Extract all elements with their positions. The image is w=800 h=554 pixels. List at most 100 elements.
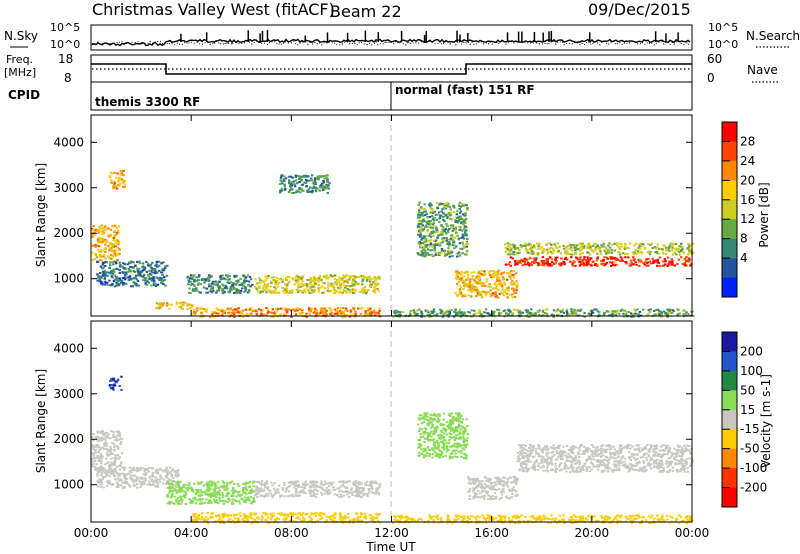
echo-cell bbox=[506, 248, 509, 250]
echo-cell bbox=[232, 502, 235, 505]
echo-cell bbox=[457, 445, 460, 448]
echo-cell bbox=[250, 501, 253, 504]
echo-cell bbox=[152, 270, 155, 273]
echo-cell bbox=[111, 255, 115, 258]
echo-cell bbox=[109, 243, 113, 246]
echo-cell bbox=[548, 242, 551, 245]
echo-cell bbox=[259, 488, 262, 491]
echo-cell bbox=[321, 281, 324, 284]
echo-cell bbox=[115, 471, 119, 474]
echo-cell bbox=[671, 243, 674, 246]
echo-cell bbox=[267, 288, 270, 291]
echo-cell bbox=[445, 237, 448, 240]
echo-cell bbox=[112, 237, 115, 239]
echo-cell bbox=[281, 280, 284, 283]
echo-cell bbox=[161, 274, 164, 277]
echo-cell bbox=[273, 291, 277, 294]
echo-cell bbox=[593, 242, 596, 245]
echo-cell bbox=[569, 260, 572, 263]
echo-cell bbox=[260, 518, 264, 521]
echo-cell bbox=[351, 289, 354, 292]
echo-cell bbox=[308, 291, 311, 294]
echo-cell bbox=[205, 493, 208, 496]
echo-cell bbox=[114, 458, 118, 461]
echo-cell bbox=[368, 489, 371, 492]
echo-cell bbox=[249, 490, 253, 493]
echo-cell bbox=[660, 313, 663, 316]
echo-cell bbox=[582, 263, 586, 265]
echo-cell bbox=[260, 480, 264, 483]
echo-cell bbox=[468, 311, 471, 314]
echo-cell bbox=[213, 483, 217, 486]
echo-cell bbox=[473, 278, 476, 281]
echo-cell bbox=[354, 488, 358, 491]
echo-cell bbox=[265, 276, 268, 279]
echo-cell bbox=[302, 519, 305, 522]
echo-cell bbox=[170, 473, 174, 476]
echo-cell bbox=[118, 247, 121, 250]
echo-cell bbox=[302, 512, 305, 515]
echo-cell bbox=[210, 492, 213, 495]
echo-cell bbox=[666, 308, 669, 311]
echo-cell bbox=[445, 214, 448, 216]
echo-cell bbox=[198, 274, 201, 277]
echo-cell bbox=[444, 204, 447, 207]
echo-cell bbox=[291, 277, 294, 280]
echo-cell bbox=[292, 308, 295, 311]
echo-cell bbox=[315, 313, 318, 316]
echo-cell bbox=[450, 251, 453, 254]
echo-cell bbox=[338, 276, 341, 279]
echo-cell bbox=[347, 491, 350, 494]
echo-cell bbox=[591, 311, 595, 314]
echo-cell bbox=[114, 242, 117, 245]
echo-cell bbox=[691, 310, 695, 313]
echo-cell bbox=[226, 491, 230, 494]
echo-cell bbox=[479, 272, 482, 275]
echo-cell bbox=[673, 247, 676, 250]
echo-cell bbox=[460, 273, 463, 276]
echo-cell bbox=[297, 280, 300, 283]
echo-cell bbox=[645, 261, 648, 264]
echo-cell bbox=[314, 514, 317, 517]
echo-cell bbox=[401, 311, 405, 313]
echo-cell bbox=[279, 191, 282, 194]
echo-cell bbox=[364, 515, 367, 518]
echo-cell bbox=[172, 477, 175, 479]
echo-cell bbox=[233, 292, 236, 295]
echo-cell bbox=[558, 262, 561, 265]
echo-cell bbox=[301, 489, 305, 492]
echo-cell bbox=[99, 280, 102, 283]
echo-cell bbox=[331, 275, 334, 278]
echo-cell bbox=[201, 498, 204, 500]
echo-cell bbox=[246, 517, 249, 520]
echo-cell bbox=[103, 471, 107, 474]
echo-cell bbox=[109, 234, 113, 236]
echo-cell bbox=[204, 278, 207, 281]
echo-cell bbox=[688, 251, 691, 254]
echo-cell bbox=[337, 281, 341, 284]
echo-cell bbox=[429, 239, 432, 241]
echo-cell bbox=[279, 313, 282, 316]
echo-cell bbox=[461, 220, 464, 223]
echo-cell bbox=[570, 253, 573, 256]
echo-cell bbox=[265, 307, 268, 309]
echo-cell bbox=[295, 517, 299, 519]
echo-cell bbox=[159, 467, 162, 470]
echo-cell bbox=[446, 205, 450, 208]
echo-cell bbox=[588, 244, 592, 247]
echo-cell bbox=[130, 260, 133, 263]
echo-cell bbox=[497, 279, 500, 282]
echo-cell bbox=[123, 468, 126, 471]
echo-cell bbox=[123, 278, 127, 281]
echo-cell bbox=[459, 273, 462, 276]
echo-cell bbox=[171, 483, 174, 486]
echo-cell bbox=[294, 313, 298, 316]
echo-cell bbox=[473, 279, 476, 282]
echo-cell bbox=[359, 307, 362, 310]
freq-tick-bottom: 8 bbox=[64, 71, 72, 85]
echo-cell bbox=[298, 180, 302, 183]
echo-cell bbox=[123, 180, 126, 183]
echo-cell bbox=[98, 250, 101, 253]
echo-cell bbox=[530, 249, 533, 252]
echo-cell bbox=[603, 256, 606, 259]
